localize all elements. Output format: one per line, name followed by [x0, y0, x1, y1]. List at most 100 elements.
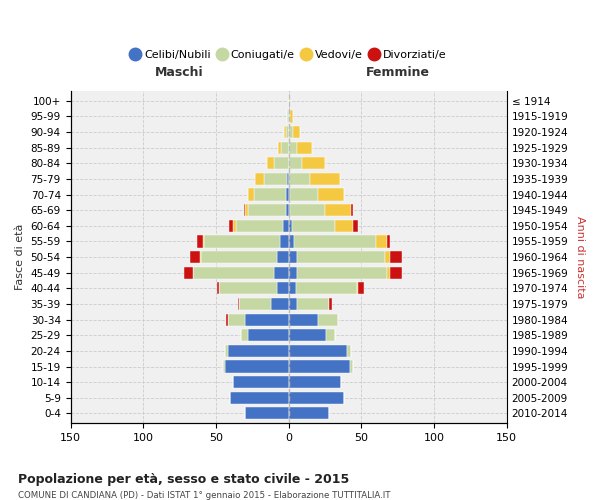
Bar: [245, 408, 289, 420]
Text: Popolazione per età, sesso e stato civile - 2015: Popolazione per età, sesso e stato civil…: [18, 472, 349, 486]
Bar: [267, 157, 274, 170]
Bar: [289, 298, 298, 310]
Bar: [248, 188, 254, 200]
Bar: [289, 188, 290, 200]
Bar: [391, 251, 402, 263]
Bar: [289, 157, 302, 170]
Bar: [245, 314, 289, 326]
Bar: [289, 236, 295, 248]
Bar: [289, 110, 290, 122]
Bar: [190, 251, 200, 263]
Bar: [290, 188, 318, 200]
Bar: [241, 329, 248, 342]
Bar: [219, 282, 277, 294]
Bar: [264, 173, 287, 185]
Bar: [289, 376, 341, 388]
Bar: [274, 157, 289, 170]
Bar: [271, 298, 289, 310]
Bar: [298, 298, 329, 310]
Bar: [289, 126, 293, 138]
Bar: [248, 329, 289, 342]
Bar: [245, 204, 248, 216]
Bar: [255, 173, 264, 185]
Bar: [287, 110, 289, 122]
Bar: [329, 298, 332, 310]
Bar: [233, 220, 236, 232]
Bar: [310, 173, 340, 185]
Bar: [385, 251, 391, 263]
Bar: [376, 236, 388, 248]
Bar: [227, 345, 289, 357]
Text: Femmine: Femmine: [365, 66, 430, 79]
Text: Maschi: Maschi: [155, 66, 204, 79]
Bar: [277, 251, 289, 263]
Bar: [289, 220, 292, 232]
Bar: [238, 298, 239, 310]
Bar: [289, 392, 344, 404]
Bar: [289, 314, 318, 326]
Bar: [224, 345, 227, 357]
Bar: [289, 173, 310, 185]
Bar: [223, 360, 224, 372]
Bar: [197, 236, 203, 248]
Bar: [358, 282, 364, 294]
Bar: [351, 204, 353, 216]
Bar: [388, 266, 391, 279]
Bar: [289, 329, 326, 342]
Bar: [278, 142, 281, 154]
Text: COMUNE DI CANDIANA (PD) - Dati ISTAT 1° gennaio 2015 - Elaborazione TUTTITALIA.I: COMUNE DI CANDIANA (PD) - Dati ISTAT 1° …: [18, 491, 391, 500]
Bar: [229, 220, 233, 232]
Bar: [290, 204, 325, 216]
Bar: [335, 220, 353, 232]
Bar: [224, 360, 289, 372]
Bar: [357, 282, 358, 294]
Bar: [298, 142, 312, 154]
Bar: [230, 392, 289, 404]
Bar: [281, 142, 289, 154]
Bar: [289, 204, 290, 216]
Bar: [217, 282, 219, 294]
Bar: [353, 220, 358, 232]
Bar: [289, 360, 350, 372]
Bar: [236, 220, 283, 232]
Bar: [289, 282, 296, 294]
Bar: [202, 251, 277, 263]
Bar: [318, 314, 338, 326]
Bar: [302, 157, 325, 170]
Bar: [298, 251, 385, 263]
Bar: [227, 314, 245, 326]
Bar: [388, 236, 391, 248]
Bar: [286, 188, 289, 200]
Bar: [254, 188, 286, 200]
Bar: [350, 360, 353, 372]
Y-axis label: Anni di nascita: Anni di nascita: [575, 216, 585, 298]
Bar: [244, 204, 245, 216]
Bar: [391, 266, 402, 279]
Bar: [226, 314, 227, 326]
Bar: [318, 188, 344, 200]
Bar: [298, 266, 388, 279]
Bar: [248, 204, 286, 216]
Bar: [289, 251, 298, 263]
Bar: [296, 282, 357, 294]
Bar: [289, 266, 298, 279]
Bar: [274, 266, 289, 279]
Bar: [325, 204, 351, 216]
Bar: [277, 282, 289, 294]
Bar: [286, 204, 289, 216]
Bar: [295, 236, 376, 248]
Bar: [239, 298, 271, 310]
Bar: [290, 110, 293, 122]
Bar: [184, 266, 193, 279]
Bar: [292, 220, 335, 232]
Bar: [233, 376, 289, 388]
Bar: [289, 142, 298, 154]
Bar: [204, 236, 280, 248]
Bar: [326, 329, 335, 342]
Bar: [203, 236, 204, 248]
Bar: [289, 408, 329, 420]
Legend: Celibi/Nubili, Coniugati/e, Vedovi/e, Divorziati/e: Celibi/Nubili, Coniugati/e, Vedovi/e, Di…: [127, 45, 451, 64]
Bar: [287, 173, 289, 185]
Bar: [284, 126, 286, 138]
Bar: [293, 126, 300, 138]
